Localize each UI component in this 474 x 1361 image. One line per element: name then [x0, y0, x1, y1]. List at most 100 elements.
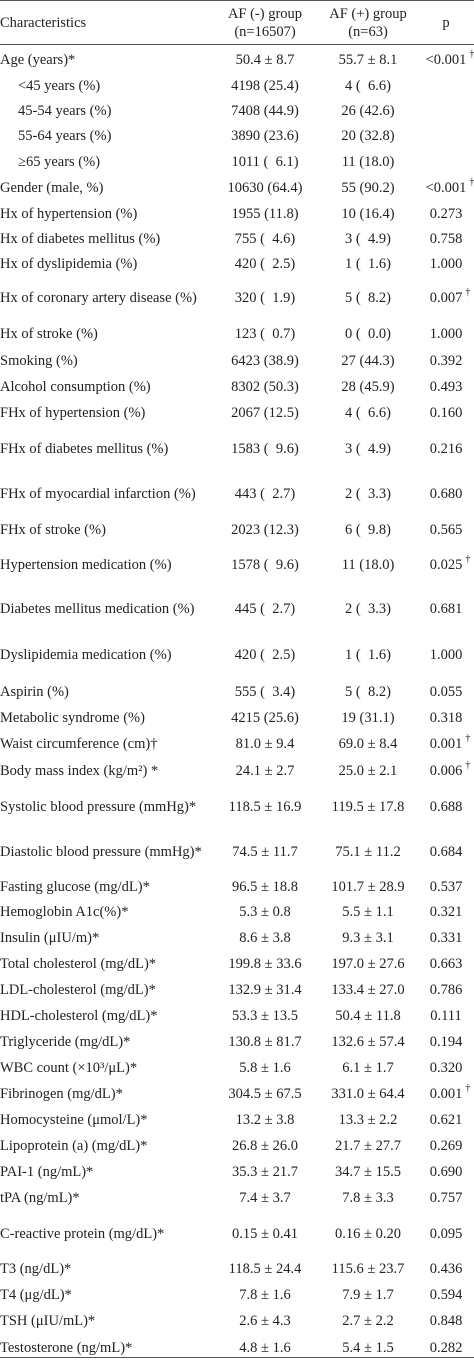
significance-dagger: † — [465, 1083, 471, 1094]
af-positive-value-text: 9.3 ± 3.1 — [342, 930, 394, 946]
af-positive-value-text: 7.9 ± 1.7 — [342, 1287, 394, 1303]
af-negative-value-text: 443 ( 2.7) — [234, 486, 296, 502]
row-label: tPA (ng/mL)* — [0, 1185, 218, 1211]
row-label-text: LDL-cholesterol (mg/dL)* — [0, 982, 156, 998]
p-value-wrap: 0.194 — [430, 1033, 463, 1051]
af-negative-value-text: 81.0 ± 9.4 — [235, 736, 295, 752]
af-negative-value: 755 ( 4.6) — [205, 226, 325, 251]
af-positive-value: 0.16 ± 0.20 — [318, 1211, 418, 1256]
table-row: Aspirin (%) 555 ( 3.4) 5 ( 8.2) 0.055 — [0, 678, 474, 705]
p-value-text: 0.848 — [429, 1313, 463, 1329]
p-value-wrap: <0.001 † — [425, 49, 474, 69]
af-positive-value: 1 ( 1.6) — [318, 631, 418, 678]
table-row: Body mass index (kg/m²) * 24.1 ± 2.7 25.0 … — [0, 757, 474, 785]
table-row: <45 years (%) 4198 (25.4) 4 ( 6.6) — [0, 74, 474, 98]
af-negative-value-text: 5.8 ± 1.6 — [239, 1060, 291, 1076]
af-negative-value: 2023 (12.3) — [205, 517, 325, 543]
af-negative-value-text: 1011 ( 6.1) — [231, 153, 299, 170]
af-negative-value: 10630 (64.4) — [205, 175, 325, 201]
row-label: Waist circumference (cm)† — [0, 731, 218, 757]
af-positive-value-text: 7.8 ± 3.3 — [342, 1190, 394, 1206]
p-value: 0.663 — [418, 951, 474, 977]
p-value: 0.757 — [418, 1185, 474, 1211]
af-positive-value-text: 55.7 ± 8.1 — [338, 51, 398, 68]
af-positive-value-text: 11 (18.0) — [341, 153, 395, 170]
p-value: 1.000 — [418, 251, 474, 276]
af-positive-value: 55.7 ± 8.1 — [318, 45, 418, 74]
table-row: Metabolic syndrome (%) 4215 (25.6) 19 (31.… — [0, 705, 474, 731]
af-negative-value: 2.6 ± 4.3 — [205, 1308, 325, 1334]
p-value-text: 0.688 — [429, 799, 463, 815]
af-negative-value: 199.8 ± 33.6 — [205, 951, 325, 977]
p-value-wrap: 0.007 † — [430, 287, 471, 307]
row-label-text: Body mass index (kg/m²) * — [0, 763, 159, 779]
p-value — [418, 74, 474, 98]
table-row: Triglyceride (mg/dL)* 130.8 ± 81.7 132.6 ±… — [0, 1029, 474, 1055]
table-row: 55-64 years (%) 3890 (23.6) 20 (32.8) — [0, 123, 474, 148]
af-negative-value-text: 8.6 ± 3.8 — [239, 930, 291, 946]
af-negative-value: 304.5 ± 67.5 — [205, 1081, 325, 1107]
p-value-wrap: 0.684 — [430, 843, 463, 861]
af-negative-value-text: 74.5 ± 11.7 — [232, 843, 298, 860]
af-positive-value: 10 (16.4) — [318, 201, 418, 226]
p-value — [418, 123, 474, 148]
row-label-text: ≥65 years (%) — [18, 153, 101, 170]
af-negative-value: 130.8 ± 81.7 — [205, 1029, 325, 1055]
af-negative-value-text: 118.5 ± 16.9 — [228, 799, 302, 815]
af-negative-value: 420 ( 2.5) — [205, 631, 325, 678]
p-value-text: 1.000 — [429, 646, 463, 663]
af-negative-value-text: 35.3 ± 21.7 — [232, 1164, 298, 1180]
row-label-text: Lipoprotein (a) (mg/dL)* — [0, 1138, 148, 1154]
p-value-wrap: 0.663 — [430, 955, 463, 973]
table-row: Insulin (μIU/m)* 8.6 ± 3.8 9.3 ± 3.1 0.331 — [0, 925, 474, 951]
row-label-text: Hemoglobin A1c(%)* — [0, 904, 129, 920]
af-positive-value: 2.7 ± 2.2 — [318, 1308, 418, 1334]
p-value-text: <0.001 — [425, 51, 467, 68]
row-label: FHx of diabetes mellitus (%) — [0, 426, 218, 471]
af-positive-value: 5.4 ± 1.5 — [318, 1334, 418, 1361]
table-row: Gender (male, %) 10630 (64.4) 55 (90.2) <0.… — [0, 175, 474, 201]
row-label-text: Hypertension medication (%) — [0, 557, 172, 573]
significance-dagger: † — [465, 287, 471, 298]
p-value-wrap: 0.160 — [430, 404, 463, 422]
af-positive-value-text: 10 (16.4) — [341, 205, 395, 222]
table-row: Hx of dyslipidemia (%) 420 ( 2.5) 1 ( 1.6)… — [0, 251, 474, 276]
table-row: Homocysteine (μmol/L)* 13.2 ± 3.8 13.3 ± 2… — [0, 1107, 474, 1133]
row-label-text: T3 (ng/dL)* — [0, 1261, 72, 1277]
p-value: 0.216 — [418, 426, 474, 471]
af-negative-value-text: 130.8 ± 81.7 — [228, 1034, 302, 1050]
af-negative-value: 53.3 ± 13.5 — [205, 1003, 325, 1029]
row-label: PAI-1 (ng/mL)* — [0, 1159, 218, 1185]
af-negative-value: 96.5 ± 18.8 — [205, 874, 325, 899]
table-row: T3 (ng/dL)* 118.5 ± 24.4 115.6 ± 23.7 0.436 — [0, 1256, 474, 1282]
p-value: 0.436 — [418, 1256, 474, 1282]
af-positive-value: 20 (32.8) — [318, 123, 418, 148]
af-negative-value-text: 7.4 ± 3.7 — [239, 1190, 291, 1206]
af-positive-value-text: 0.16 ± 0.20 — [335, 1225, 401, 1242]
af-positive-value: 5.5 ± 1.1 — [318, 899, 418, 925]
p-value-text: 0.095 — [429, 1225, 463, 1242]
p-value: 0.001 † — [418, 1081, 474, 1107]
af-negative-value: 24.1 ± 2.7 — [205, 757, 325, 785]
row-label: Insulin (μIU/m)* — [0, 925, 218, 951]
af-negative-value-text: 1583 ( 9.6) — [231, 440, 299, 457]
af-positive-value-text: 50.4 ± 11.8 — [335, 1008, 401, 1024]
p-value-text: 1.000 — [429, 255, 463, 272]
af-negative-value: 8302 (50.3) — [205, 374, 325, 400]
af-negative-value-text: 2.6 ± 4.3 — [239, 1313, 291, 1329]
p-value: 0.006 † — [418, 757, 474, 785]
af-positive-value-text: 2 ( 3.3) — [345, 486, 391, 502]
af-negative-value-text: 50.4 ± 8.7 — [235, 51, 295, 68]
af-positive-value-text: 28 (45.9) — [341, 379, 395, 395]
af-negative-value: 2067 (12.5) — [205, 400, 325, 426]
af-positive-value-text: 26 (42.6) — [341, 102, 395, 119]
p-value-text: 0.690 — [429, 1164, 463, 1180]
af-negative-value: 3890 (23.6) — [205, 123, 325, 148]
p-value: 0.621 — [418, 1107, 474, 1133]
af-negative-value-text: 13.2 ± 3.8 — [235, 1112, 295, 1128]
af-negative-value: 420 ( 2.5) — [205, 251, 325, 276]
row-label-text: Waist circumference (cm)† — [0, 736, 158, 752]
af-negative-value-text: 445 ( 2.7) — [234, 601, 296, 617]
p-value-wrap: 0.757 — [430, 1189, 463, 1207]
